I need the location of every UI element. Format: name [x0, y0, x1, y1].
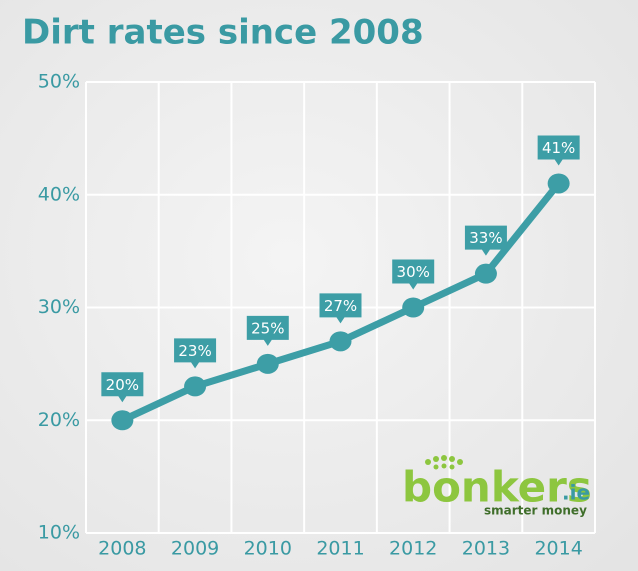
marker — [184, 376, 207, 397]
value-label-box — [174, 338, 217, 369]
logo-name: bonkers — [402, 463, 592, 512]
value-label: 23% — [178, 342, 211, 360]
chart-title: Dirt rates since 2008 — [22, 13, 424, 53]
x-tick-label: 2009 — [171, 538, 219, 560]
value-label: 33% — [469, 229, 502, 247]
marker — [474, 263, 497, 284]
logo-crown — [425, 455, 463, 470]
value-label-box — [319, 293, 362, 324]
value-label: 25% — [251, 319, 284, 337]
logo: bonkers .ie smarter money — [402, 455, 592, 518]
y-tick-label: 40% — [38, 183, 80, 205]
marker — [111, 410, 134, 431]
logo-tagline: smarter money — [484, 504, 587, 518]
value-label: 30% — [397, 263, 430, 281]
value-label: 20% — [106, 376, 139, 394]
value-label: 41% — [542, 139, 575, 157]
x-tick-label: 2012 — [389, 538, 437, 560]
grid: 10% 20% 30% 40% 50% 2008 2009 2010 2011 2012 2013 2… — [38, 71, 596, 560]
x-tick-label: 2014 — [534, 538, 582, 560]
value-label-box — [101, 372, 144, 403]
x-tick-label: 2010 — [244, 538, 292, 560]
value-label-box — [246, 315, 289, 346]
value-label-box — [464, 225, 507, 256]
y-tick-label: 50% — [38, 71, 80, 93]
x-tick-label: 2013 — [462, 538, 510, 560]
marks: 20% 23% 25% 27% 30% 33% 41% — [101, 135, 580, 431]
marker — [402, 297, 425, 318]
y-tick-label: 30% — [38, 296, 80, 318]
value-label-box — [537, 135, 580, 166]
marker — [547, 173, 570, 194]
y-tick-label: 10% — [38, 522, 80, 544]
value-label: 27% — [324, 297, 357, 315]
x-tick-label: 2011 — [316, 538, 364, 560]
marker — [256, 353, 279, 374]
marker — [329, 331, 352, 352]
value-label-box — [392, 259, 435, 290]
x-tick-label: 2008 — [98, 538, 146, 560]
logo-suffix: .ie — [562, 481, 590, 505]
y-tick-label: 20% — [38, 409, 80, 431]
